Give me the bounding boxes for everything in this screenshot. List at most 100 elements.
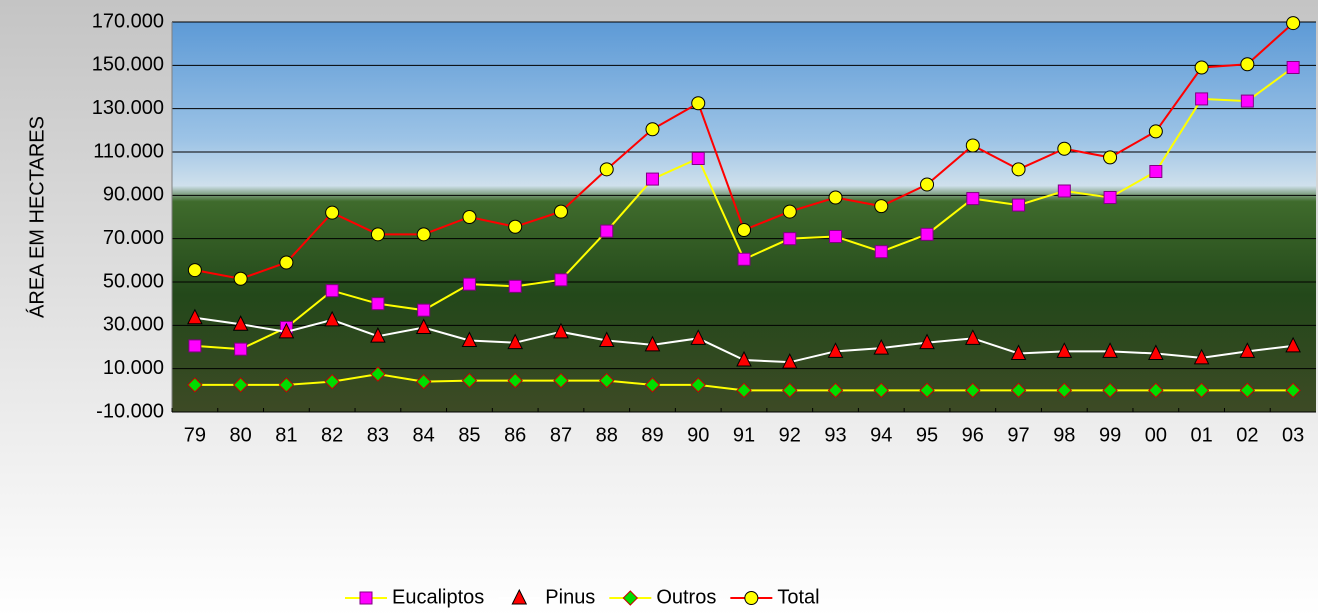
data-point — [234, 342, 248, 356]
data-point — [874, 245, 888, 259]
x-tick-label: 85 — [458, 424, 480, 446]
y-tick-label: 50.000 — [103, 270, 164, 292]
y-tick-label: 70.000 — [103, 227, 164, 249]
data-point — [1010, 382, 1027, 399]
data-point — [233, 271, 248, 286]
x-tick-label: 83 — [367, 424, 389, 446]
data-point — [553, 372, 569, 389]
data-point — [874, 199, 889, 214]
x-tick-label: 98 — [1053, 424, 1075, 446]
data-point — [829, 230, 843, 243]
data-point — [1102, 342, 1118, 358]
data-point — [873, 338, 890, 355]
data-point — [508, 279, 522, 293]
data-point — [919, 333, 935, 350]
legend-label: Eucaliptos — [392, 586, 484, 608]
data-point — [1285, 336, 1301, 353]
y-tick-label: 110.000 — [93, 140, 164, 162]
legend-marker — [622, 590, 639, 606]
x-tick-label: 82 — [321, 424, 343, 446]
x-tick-label: 91 — [733, 424, 755, 446]
y-axis-label: ÁREA EM HECTARES — [25, 116, 48, 318]
data-point — [370, 327, 386, 343]
data-point — [737, 252, 751, 266]
data-point — [644, 377, 661, 393]
data-point — [187, 263, 202, 278]
y-tick-label: 170.000 — [92, 10, 164, 32]
data-point — [1057, 141, 1072, 156]
legend-label: Total — [777, 586, 819, 608]
legend-marker — [744, 591, 759, 605]
legend-marker — [359, 591, 373, 605]
data-point — [1193, 348, 1210, 365]
data-point — [370, 227, 385, 242]
x-tick-label: 97 — [1007, 424, 1029, 446]
data-point — [1286, 61, 1300, 74]
y-tick-label: 150.000 — [92, 54, 164, 76]
data-point — [507, 372, 523, 389]
data-point — [1148, 124, 1163, 139]
data-point — [599, 162, 614, 177]
x-tick-label: 88 — [596, 424, 618, 446]
x-tick-label: 99 — [1099, 424, 1121, 446]
data-point — [1286, 16, 1301, 31]
data-point — [462, 277, 476, 291]
data-point — [598, 331, 615, 347]
x-tick-label: 03 — [1282, 424, 1304, 446]
data-point — [600, 224, 614, 238]
data-point — [187, 377, 203, 393]
data-point — [736, 350, 752, 367]
data-point — [417, 303, 431, 317]
data-point — [1149, 165, 1163, 178]
data-point — [1010, 344, 1027, 360]
x-tick-label: 80 — [230, 424, 252, 446]
data-point — [508, 219, 523, 234]
data-point — [1148, 344, 1164, 360]
data-point — [507, 333, 524, 350]
data-point — [1240, 57, 1255, 72]
data-point — [279, 255, 294, 270]
y-tick-label: 10.000 — [103, 357, 164, 379]
data-point — [1056, 382, 1073, 399]
data-point — [1148, 382, 1164, 399]
x-tick-label: 86 — [504, 424, 526, 446]
y-tick-label: 90.000 — [103, 184, 164, 206]
data-point — [645, 122, 660, 137]
data-point — [691, 96, 706, 111]
x-tick-label: 93 — [824, 424, 846, 446]
data-point — [370, 366, 386, 382]
x-tick-label: 95 — [916, 424, 938, 446]
data-point — [783, 232, 797, 246]
data-point — [188, 339, 202, 353]
data-point — [782, 382, 798, 399]
data-point — [1285, 382, 1301, 399]
data-point — [1011, 162, 1026, 177]
data-point — [232, 377, 249, 393]
x-tick-label: 94 — [870, 424, 892, 446]
data-point — [1193, 382, 1210, 399]
x-tick-label: 02 — [1236, 424, 1258, 446]
data-point — [782, 204, 797, 219]
data-point — [1240, 94, 1254, 108]
data-point — [644, 335, 661, 352]
data-point — [920, 227, 934, 241]
data-point — [1102, 382, 1118, 399]
y-tick-label: 30.000 — [103, 314, 164, 336]
data-point — [416, 227, 431, 242]
legend: Eucaliptos Pinus Outros Total — [345, 586, 820, 608]
data-point — [1012, 198, 1026, 212]
data-point — [553, 204, 568, 219]
data-point — [1194, 60, 1209, 75]
data-point — [325, 284, 339, 298]
data-point — [553, 322, 569, 339]
legend-marker — [511, 588, 528, 605]
data-point — [1103, 150, 1118, 165]
legend-label: Outros — [656, 586, 716, 608]
data-point — [1239, 342, 1256, 358]
data-point — [828, 190, 843, 205]
data-point — [920, 177, 935, 192]
data-point — [645, 172, 659, 186]
data-point — [736, 382, 752, 399]
